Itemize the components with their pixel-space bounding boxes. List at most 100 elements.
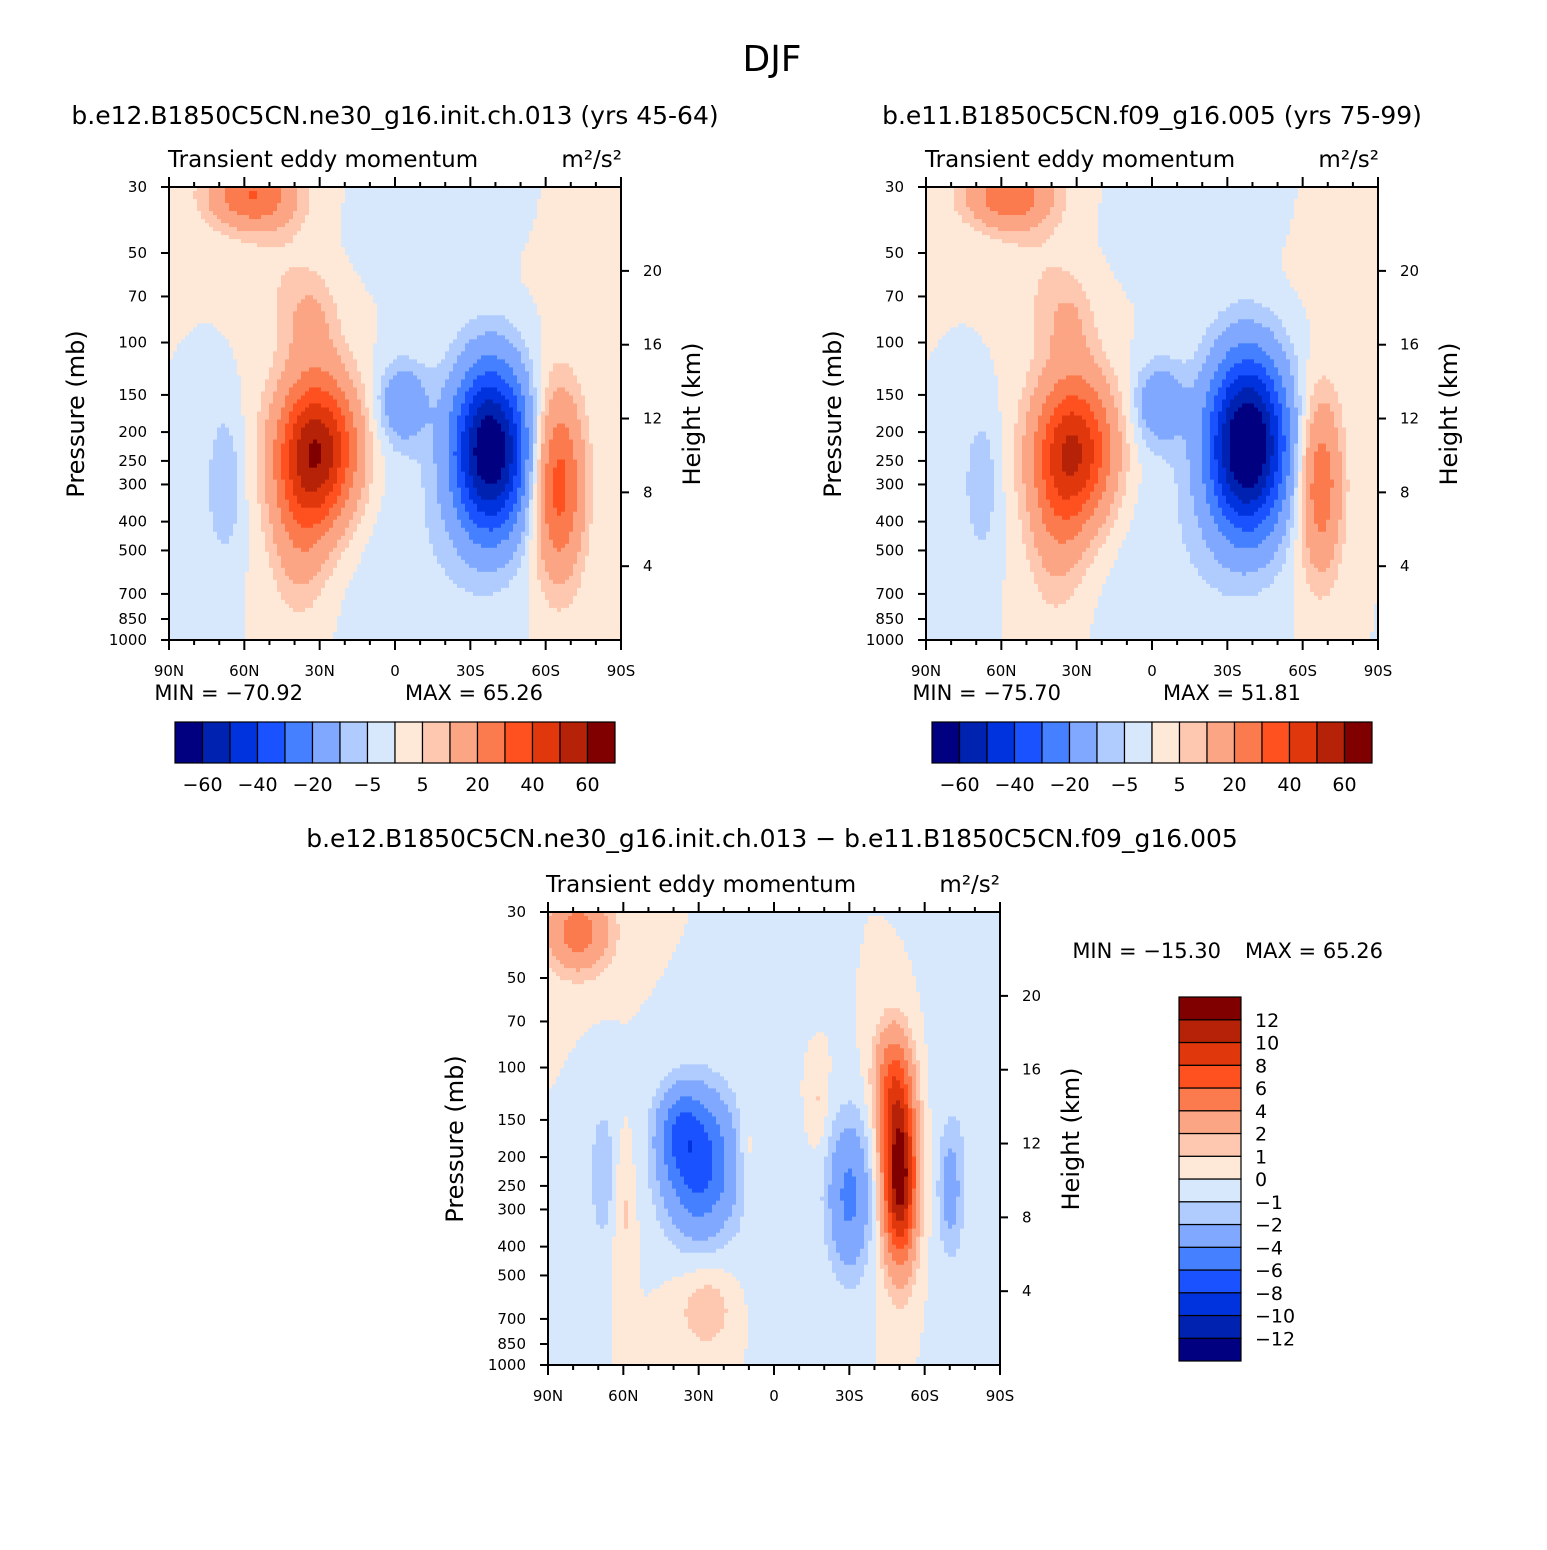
contour-cell	[465, 259, 470, 264]
contour-cell	[501, 255, 506, 260]
contour-cell	[545, 319, 550, 324]
contour-cell	[241, 247, 246, 252]
contour-cell	[173, 215, 178, 220]
contour-cell	[477, 235, 482, 240]
contour-cell	[425, 195, 430, 200]
contour-cell	[609, 227, 614, 232]
contour-cell	[593, 335, 598, 340]
contour-cell	[501, 299, 506, 304]
contour-cell	[593, 303, 598, 308]
contour-cell	[341, 259, 346, 264]
contour-cell	[545, 339, 550, 344]
contour-cell	[421, 359, 426, 364]
contour-cell	[497, 347, 502, 352]
contour-cell	[277, 271, 282, 276]
contour-cell	[317, 203, 322, 208]
contour-cell	[409, 287, 414, 292]
contour-cell	[609, 347, 614, 352]
contour-cell	[597, 247, 602, 252]
contour-cell	[305, 331, 310, 336]
contour-cell	[353, 267, 358, 272]
contour-cell	[217, 319, 222, 324]
contour-cell	[545, 351, 550, 356]
contour-cell	[609, 279, 614, 284]
contour-cell	[545, 287, 550, 292]
contour-cell	[589, 347, 594, 352]
contour-cell	[385, 207, 390, 212]
contour-cell	[481, 299, 486, 304]
contour-cell	[401, 243, 406, 248]
contour-cell	[289, 347, 294, 352]
contour-cell	[573, 303, 578, 308]
contour-cell	[345, 359, 350, 364]
contour-cell	[177, 227, 182, 232]
contour-cell	[457, 303, 462, 308]
contour-cell	[537, 339, 542, 344]
contour-cell	[609, 215, 614, 220]
contour-cell	[525, 207, 530, 212]
contour-cell	[349, 355, 354, 360]
contour-cell	[421, 279, 426, 284]
contour-cell	[401, 291, 406, 296]
contour-cell	[529, 347, 534, 352]
contour-cell	[257, 323, 262, 328]
contour-cell	[225, 323, 230, 328]
contour-cell	[273, 211, 278, 216]
contour-cell	[597, 275, 602, 280]
contour-cell	[397, 315, 402, 320]
contour-cell	[569, 299, 574, 304]
contour-cell	[205, 239, 210, 244]
contour-cell	[613, 307, 618, 312]
contour-cell	[277, 291, 282, 296]
contour-cell	[393, 343, 398, 348]
contour-cell	[225, 199, 230, 204]
contour-cell	[437, 211, 442, 216]
contour-cell	[545, 359, 550, 364]
contour-cell	[493, 203, 498, 208]
contour-cell	[173, 267, 178, 272]
contour-cell	[429, 335, 434, 340]
contour-cell	[557, 243, 562, 248]
contour-cell	[285, 343, 290, 348]
contour-cell	[573, 263, 578, 268]
contour-cell	[281, 351, 286, 356]
contour-cell	[569, 259, 574, 264]
contour-cell	[485, 291, 490, 296]
contour-cell	[297, 347, 302, 352]
contour-cell	[445, 295, 450, 300]
contour-cell	[353, 315, 358, 320]
contour-cell	[433, 291, 438, 296]
contour-cell	[417, 251, 422, 256]
contour-cell	[237, 271, 242, 276]
contour-cell	[549, 291, 554, 296]
contour-cell	[273, 319, 278, 324]
contour-cell	[389, 295, 394, 300]
contour-cell	[453, 295, 458, 300]
contour-cell	[385, 291, 390, 296]
contour-cell	[461, 251, 466, 256]
contour-cell	[493, 347, 498, 352]
contour-cell	[301, 291, 306, 296]
contour-cell	[337, 355, 342, 360]
contour-cell	[421, 291, 426, 296]
contour-cell	[509, 271, 514, 276]
contour-cell	[429, 227, 434, 232]
contour-cell	[369, 323, 374, 328]
contour-cell	[205, 271, 210, 276]
contour-cell	[529, 343, 534, 348]
contour-cell	[181, 303, 186, 308]
contour-cell	[173, 263, 178, 268]
contour-cell	[429, 207, 434, 212]
contour-cell	[221, 355, 226, 360]
contour-cell	[601, 315, 606, 320]
contour-cell	[325, 343, 330, 348]
contour-cell	[333, 215, 338, 220]
contour-cell	[589, 247, 594, 252]
contour-cell	[565, 227, 570, 232]
contour-cell	[193, 267, 198, 272]
contour-cell	[337, 227, 342, 232]
contour-cell	[405, 355, 410, 360]
contour-cell	[193, 207, 198, 212]
contour-cell	[445, 279, 450, 284]
contour-cell	[469, 323, 474, 328]
